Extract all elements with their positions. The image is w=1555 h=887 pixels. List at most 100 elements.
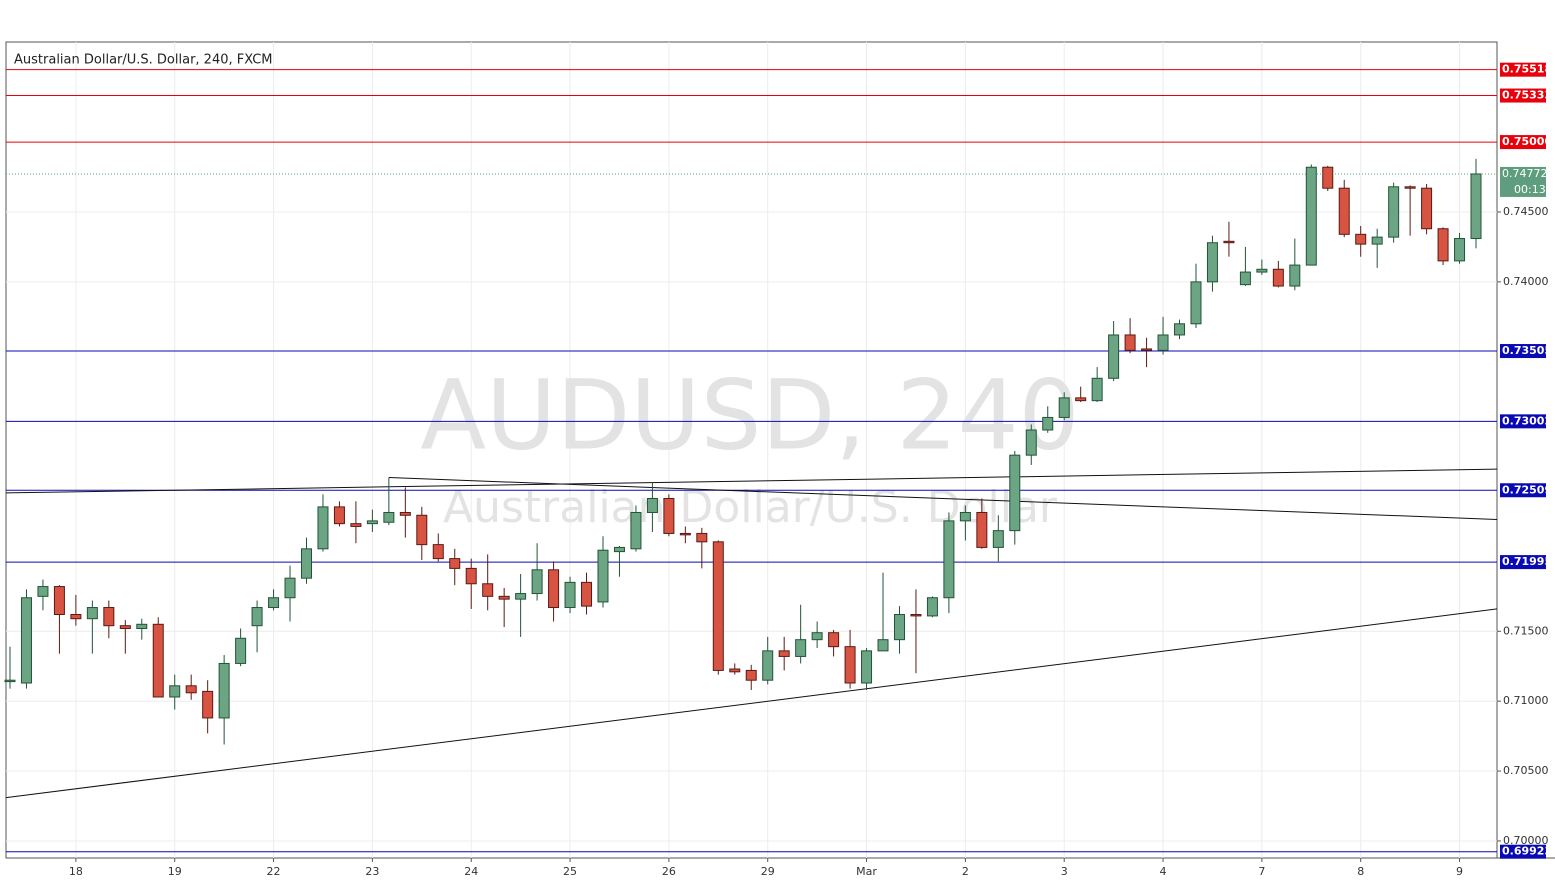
candle-body <box>366 520 378 525</box>
candle-body <box>136 623 148 629</box>
candle-body <box>531 569 543 595</box>
candle-body <box>1075 397 1087 402</box>
x-tick-label: 4 <box>1160 865 1167 878</box>
candle-body <box>317 506 329 550</box>
x-tick-label: 18 <box>69 865 83 878</box>
level-label-box <box>1500 344 1546 359</box>
candle-body <box>1256 268 1268 273</box>
candle-body <box>300 548 312 579</box>
candle-body <box>811 632 823 641</box>
level-label-box <box>1500 555 1546 570</box>
x-tick-label: 23 <box>365 865 379 878</box>
candle-body <box>482 583 494 597</box>
candle-body <box>1239 271 1251 286</box>
level-label-box <box>1500 88 1546 103</box>
x-tick-label: 29 <box>761 865 775 878</box>
candle-body <box>861 650 873 684</box>
candle-body <box>893 614 905 641</box>
candle-body <box>1190 281 1202 325</box>
candle-body <box>416 514 428 546</box>
x-tick-label: 3 <box>1061 865 1068 878</box>
candle-body <box>926 597 938 617</box>
candle-body <box>152 623 164 698</box>
y-tick-label: 0.70000 <box>1503 834 1549 847</box>
level-label: 0.71995 <box>1502 555 1552 568</box>
last-price-box <box>1500 166 1546 197</box>
candle-body <box>235 637 247 664</box>
candle-body <box>1272 268 1284 287</box>
watermark: AUDUSD, 240 <box>420 359 1079 471</box>
candle-body <box>465 567 477 585</box>
candle-body <box>1338 187 1350 235</box>
level-label: 0.75000 <box>1502 135 1552 148</box>
candle-body <box>778 650 790 657</box>
x-tick-label: 8 <box>1357 865 1364 878</box>
level-label: 0.69923 <box>1502 845 1552 858</box>
x-tick-label: 26 <box>662 865 676 878</box>
level-label: 0.75518 <box>1502 63 1552 76</box>
candle-body <box>1223 240 1235 244</box>
x-tick-label: 25 <box>563 865 577 878</box>
candle-body <box>1141 348 1153 351</box>
level-label: 0.72509 <box>1502 483 1552 496</box>
candle-body <box>1454 238 1466 262</box>
candle-body <box>1421 187 1433 230</box>
level-label-box <box>1500 135 1546 150</box>
candle-body <box>943 520 955 599</box>
candle-body <box>1124 334 1136 351</box>
level-label-box <box>1500 62 1546 77</box>
y-tick-label: 0.74500 <box>1503 205 1549 218</box>
candle-body <box>646 498 658 513</box>
level-label: 0.73002 <box>1502 414 1552 427</box>
candle-body <box>53 586 65 616</box>
last-price-label: 0.74772 <box>1502 167 1548 180</box>
plot-frame <box>5 41 1498 859</box>
candle-body <box>910 614 922 617</box>
candle-body <box>432 544 444 560</box>
axes: 0.74500 0.74000 0.71500 0.71000 0.70500 0.700… <box>69 62 1552 878</box>
candle-body <box>877 639 889 652</box>
candle-body <box>795 639 807 657</box>
y-tick-label: 0.71500 <box>1503 624 1549 637</box>
candle-body <box>1404 186 1416 189</box>
candle-body <box>399 511 411 516</box>
candle-body <box>333 506 345 525</box>
level-label-box <box>1500 414 1546 429</box>
x-tick-label: 7 <box>1258 865 1265 878</box>
candle-body <box>103 607 115 627</box>
candle-body <box>218 662 230 719</box>
countdown: 00:13 <box>1514 183 1546 196</box>
candle-body <box>679 532 691 536</box>
candle-body <box>729 668 741 673</box>
x-tick-label: 2 <box>962 865 969 878</box>
candle-body <box>1305 166 1317 266</box>
candle-body <box>696 532 708 543</box>
candle-body <box>1009 454 1021 532</box>
candle-body <box>1437 228 1449 262</box>
level-label-box <box>1500 844 1546 859</box>
y-tick-label: 0.71000 <box>1503 694 1549 707</box>
trendline <box>5 608 1498 799</box>
candle-body <box>844 646 856 684</box>
trendline <box>6 468 1498 494</box>
candle-body <box>350 523 362 527</box>
candle-body <box>976 511 988 548</box>
candle-body <box>86 607 98 620</box>
candle-body <box>1206 242 1218 283</box>
candle-body <box>1157 334 1169 351</box>
candle-body <box>548 569 560 609</box>
candle-body <box>37 586 49 597</box>
candle-body <box>1091 377 1103 402</box>
candle-body <box>1108 334 1120 379</box>
candle-body <box>828 632 840 648</box>
x-tick-label: 24 <box>464 865 478 878</box>
candle-body <box>663 498 675 534</box>
candle-body <box>4 679 16 683</box>
candle-body <box>992 530 1004 548</box>
candle-body <box>119 625 131 629</box>
candle-body <box>20 597 32 684</box>
candle-body <box>630 511 642 550</box>
candle-body <box>1470 173 1482 240</box>
candle-body <box>1174 323 1186 336</box>
